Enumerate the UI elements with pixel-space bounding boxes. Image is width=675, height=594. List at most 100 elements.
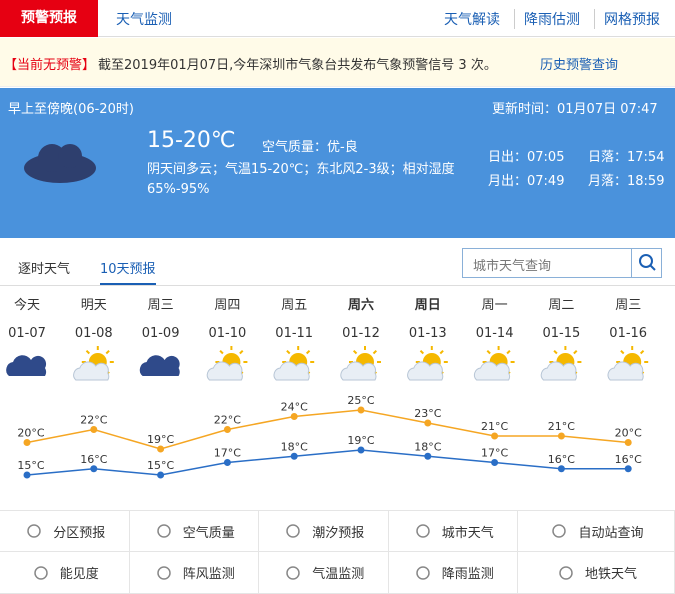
search-icon bbox=[639, 254, 656, 271]
weather-icon bbox=[540, 346, 582, 381]
temp-point bbox=[557, 465, 565, 473]
ray bbox=[573, 349, 578, 355]
updated: 更新时间：01月07日 07:47 bbox=[492, 102, 658, 117]
date: 01-08 bbox=[75, 326, 113, 341]
tab[interactable]: 逐时天气 bbox=[18, 262, 71, 277]
temp-point bbox=[357, 446, 365, 454]
temp-label: 16°C bbox=[80, 453, 107, 466]
temp-point bbox=[624, 439, 632, 446]
service-link[interactable]: 气温监测 bbox=[259, 552, 389, 594]
day: 今天 bbox=[14, 297, 40, 313]
date: 01-15 bbox=[543, 326, 581, 341]
day: 周四 bbox=[214, 298, 240, 313]
service-link[interactable]: 自动站查询 bbox=[518, 510, 675, 552]
ray bbox=[620, 349, 625, 355]
service-link[interactable]: 城市天气 bbox=[388, 510, 518, 552]
temp-label: 21°C bbox=[481, 420, 508, 433]
day: 周二 bbox=[548, 298, 574, 313]
temp-label: 17°C bbox=[481, 447, 508, 460]
service-link[interactable]: 分区预报 bbox=[0, 510, 130, 552]
service-label: 潮汐预报 bbox=[312, 525, 365, 541]
tab-active[interactable]: 10天预报 bbox=[100, 258, 156, 285]
temp-label: 22°C bbox=[214, 414, 241, 427]
link[interactable]: 降雨估测 bbox=[524, 12, 580, 28]
temp: 15-20℃ bbox=[147, 128, 236, 153]
temp-point bbox=[357, 406, 365, 414]
icon-shape bbox=[286, 524, 300, 538]
temp-label: 17°C bbox=[214, 447, 241, 460]
service-icon bbox=[156, 524, 171, 538]
service-icon bbox=[415, 565, 430, 580]
ray bbox=[305, 349, 311, 355]
cloud bbox=[206, 361, 243, 381]
service-icon bbox=[27, 524, 41, 538]
service-label: 空气质量 bbox=[182, 525, 235, 541]
ray bbox=[553, 349, 558, 355]
search-box[interactable]: 城市天气查询 bbox=[462, 248, 662, 278]
service-label: 分区预报 bbox=[53, 525, 106, 541]
temp-label: 16°C bbox=[548, 453, 575, 466]
day: 周一 bbox=[482, 298, 508, 313]
icon-shape bbox=[156, 524, 171, 538]
temp-point bbox=[23, 439, 31, 446]
temp-label: 23°C bbox=[414, 407, 441, 420]
date: 01-09 bbox=[142, 326, 180, 341]
search-placeholder: 城市天气查询 bbox=[473, 259, 552, 274]
service-label: 气温监测 bbox=[312, 567, 365, 582]
divider bbox=[594, 9, 595, 29]
temp-point bbox=[424, 452, 432, 460]
cloud bbox=[540, 361, 577, 381]
day: 周三 bbox=[615, 298, 641, 313]
temp-point bbox=[290, 413, 298, 420]
icon-shape bbox=[286, 565, 300, 580]
temp-label: 25°C bbox=[347, 394, 374, 407]
icon-shape bbox=[415, 524, 430, 538]
weather-icon bbox=[206, 346, 248, 381]
tab[interactable]: 天气监测 bbox=[116, 12, 172, 28]
temp-point bbox=[424, 419, 432, 427]
alert-link[interactable]: 历史预警查询 bbox=[540, 58, 619, 73]
date: 01-13 bbox=[409, 326, 447, 341]
cloud bbox=[607, 361, 644, 381]
service-link[interactable]: 地铁天气 bbox=[518, 552, 675, 594]
weather-icon bbox=[607, 346, 649, 381]
date: 01-10 bbox=[209, 326, 247, 341]
ray bbox=[419, 349, 425, 355]
temp-label: 24°C bbox=[281, 401, 308, 414]
date: 01-12 bbox=[342, 326, 380, 341]
icon-shape bbox=[156, 565, 171, 580]
temp-label: 21°C bbox=[548, 420, 575, 433]
service-link[interactable]: 能见度 bbox=[0, 552, 130, 594]
service-label: 能见度 bbox=[59, 567, 99, 582]
temp-label: 18°C bbox=[414, 440, 441, 453]
temp-label: 20°C bbox=[17, 427, 44, 440]
temp-point bbox=[90, 426, 98, 433]
service-link[interactable]: 空气质量 bbox=[129, 510, 259, 552]
weather-icon bbox=[473, 346, 515, 381]
link[interactable]: 天气解读 bbox=[444, 12, 500, 28]
temp-line bbox=[26, 409, 629, 450]
ray bbox=[486, 349, 491, 355]
date: 01-16 bbox=[609, 326, 647, 341]
temp-point bbox=[157, 471, 165, 479]
service-link[interactable]: 降雨监测 bbox=[388, 552, 518, 594]
tab-active[interactable]: 预警预报 bbox=[0, 0, 98, 37]
temp-point bbox=[290, 452, 298, 460]
ray bbox=[506, 349, 511, 355]
temp-label: 20°C bbox=[615, 427, 642, 440]
search-button[interactable] bbox=[631, 249, 662, 277]
forecast: 今天 01-07 明天 01-08 周三 01-09 周四 01-10 周五 01-11 周六 01-… bbox=[6, 297, 649, 479]
temp-label: 19°C bbox=[347, 434, 374, 447]
link[interactable]: 网格预报 bbox=[604, 12, 660, 28]
temp-point bbox=[491, 459, 499, 466]
service-link[interactable]: 潮汐预报 bbox=[259, 510, 389, 552]
icon-shape bbox=[33, 565, 48, 580]
date: 01-11 bbox=[275, 326, 313, 341]
weather-icon bbox=[73, 346, 114, 381]
service-link[interactable]: 阵风监测 bbox=[129, 552, 259, 594]
day: 周五 bbox=[281, 298, 307, 313]
ray bbox=[372, 349, 378, 355]
icon-shape bbox=[552, 524, 567, 538]
service-icon bbox=[415, 524, 430, 538]
